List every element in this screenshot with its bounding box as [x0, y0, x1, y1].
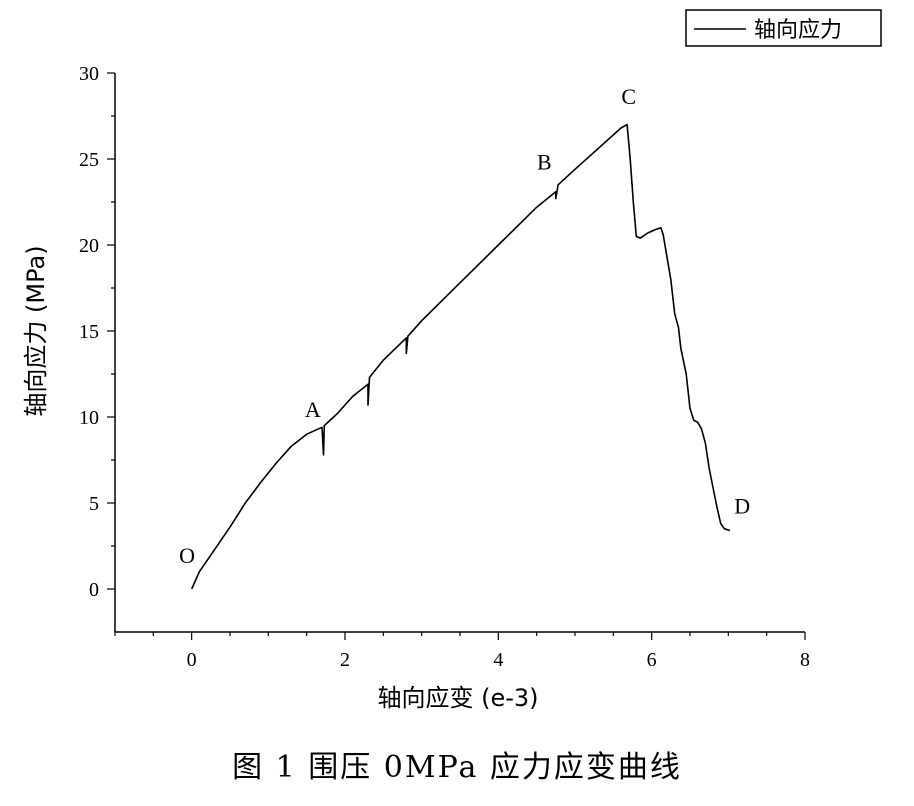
point-label-b: B — [537, 149, 552, 174]
series-line-axial-stress — [190, 123, 731, 590]
x-tick-label: 2 — [340, 649, 350, 671]
y-tick-label: 30 — [79, 63, 99, 85]
chart-marks — [190, 123, 731, 590]
point-label-c: C — [621, 84, 636, 109]
point-label-o: O — [179, 543, 195, 568]
y-tick-label: 5 — [89, 493, 99, 515]
legend-box — [685, 9, 882, 47]
x-tick-label: 8 — [800, 649, 810, 671]
y-tick-label: 15 — [79, 321, 99, 343]
x-tick-label: 4 — [493, 649, 503, 671]
y-axis-title: 轴向应力 (MPa) — [22, 245, 50, 416]
legend-label: 轴向应力 — [754, 18, 842, 43]
legend: 轴向应力 — [685, 9, 882, 47]
stress-strain-chart: 0 2 4 6 8 0 5 10 15 20 25 30 O A B C D 轴向应力 轴向应变 (e-3) 轴… — [22, 9, 882, 712]
x-tick-label: 0 — [187, 649, 197, 671]
y-tick-label: 0 — [89, 579, 99, 601]
y-tick-label: 20 — [79, 235, 99, 257]
y-tick-label: 25 — [79, 149, 99, 171]
point-label-a: A — [305, 397, 321, 422]
x-tick-label: 6 — [647, 649, 657, 671]
y-tick-label: 10 — [79, 407, 99, 429]
axes — [107, 72, 806, 640]
x-axis-title: 轴向应变 (e-3) — [377, 684, 538, 712]
point-label-d: D — [734, 493, 750, 518]
chart-labels: 0 2 4 6 8 0 5 10 15 20 25 30 O A B C D — [79, 63, 810, 671]
figure-caption: 图 1 围压 0MPa 应力应变曲线 — [232, 750, 682, 785]
